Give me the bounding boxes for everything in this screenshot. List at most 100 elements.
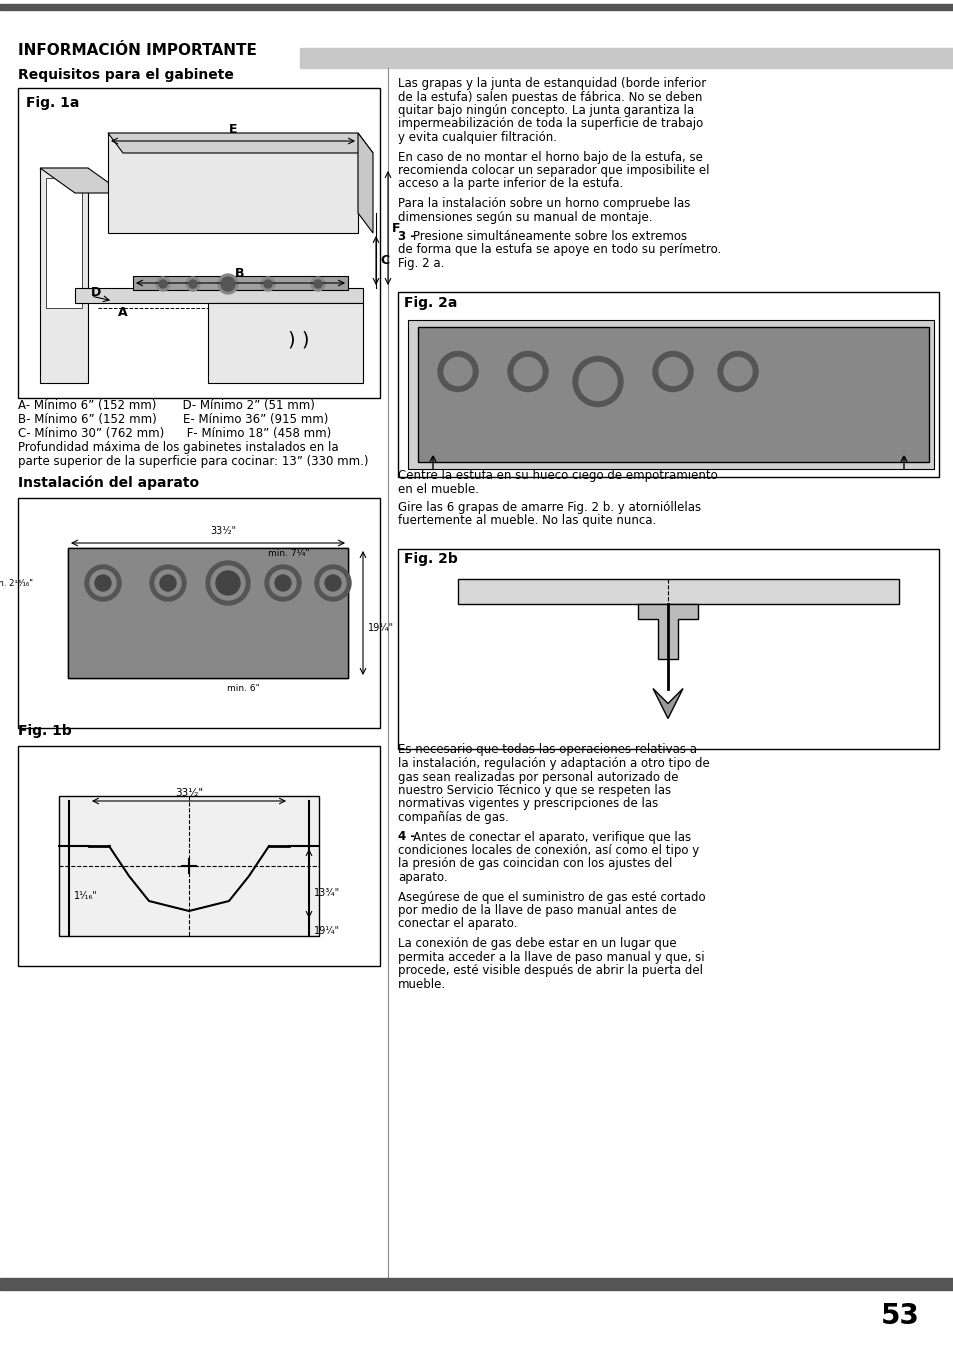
Text: min. 2¹³⁄₁₆": min. 2¹³⁄₁₆": [0, 578, 33, 588]
Circle shape: [652, 352, 692, 391]
Circle shape: [186, 278, 200, 291]
Text: Antes de conectar el aparato, verifique que las: Antes de conectar el aparato, verifique …: [397, 830, 690, 844]
Text: ) ): ) ): [288, 330, 309, 349]
Text: Centre la estufa en su hueco ciego de empotramiento: Centre la estufa en su hueco ciego de em…: [397, 470, 717, 482]
Circle shape: [514, 357, 541, 386]
Polygon shape: [59, 796, 318, 936]
Bar: [108, 133, 357, 233]
Circle shape: [325, 575, 340, 590]
Text: A: A: [118, 306, 128, 320]
Text: A- Mínimo 6” (152 mm)       D- Mínimo 2” (51 mm): A- Mínimo 6” (152 mm) D- Mínimo 2” (51 m…: [18, 399, 314, 412]
Polygon shape: [638, 604, 698, 658]
Text: C- Mínimo 30” (762 mm)      F- Mínimo 18” (458 mm): C- Mínimo 30” (762 mm) F- Mínimo 18” (45…: [18, 427, 331, 440]
Text: Presione simultáneamente sobre los extremos: Presione simultáneamente sobre los extre…: [397, 230, 686, 242]
Text: 33¹⁄₂": 33¹⁄₂": [210, 525, 235, 536]
Text: y evita cualquier filtración.: y evita cualquier filtración.: [397, 131, 557, 144]
Polygon shape: [75, 288, 363, 303]
Text: 3 -: 3 -: [397, 230, 418, 242]
Text: Fig. 2 a.: Fig. 2 a.: [397, 257, 444, 269]
Text: Fig. 1b: Fig. 1b: [18, 724, 71, 738]
Circle shape: [437, 352, 477, 391]
Text: impermeabilización de toda la superficie de trabajo: impermeabilización de toda la superficie…: [397, 118, 702, 130]
Text: Requisitos para el gabinete: Requisitos para el gabinete: [18, 68, 233, 83]
Polygon shape: [357, 133, 373, 233]
Text: 4 -: 4 -: [397, 830, 419, 844]
Text: D: D: [91, 287, 101, 299]
Text: fuertemente al mueble. No las quite nunca.: fuertemente al mueble. No las quite nunc…: [397, 515, 656, 527]
Text: recomienda colocar un separador que imposibilite el: recomienda colocar un separador que impo…: [397, 164, 709, 177]
Text: parte superior de la superficie para cocinar: 13” (330 mm.): parte superior de la superficie para coc…: [18, 455, 368, 468]
Text: de forma que la estufa se apoye en todo su perímetro.: de forma que la estufa se apoye en todo …: [397, 244, 720, 256]
Text: Fig. 2a: Fig. 2a: [403, 295, 456, 310]
Circle shape: [718, 352, 758, 391]
Text: Asegúrese de que el suministro de gas esté cortado: Asegúrese de que el suministro de gas es…: [397, 891, 705, 903]
Text: INFORMACIÓN IMPORTANTE: INFORMACIÓN IMPORTANTE: [18, 43, 256, 58]
Circle shape: [261, 278, 274, 291]
Text: conectar el aparato.: conectar el aparato.: [397, 918, 517, 930]
Text: C: C: [379, 253, 389, 267]
Circle shape: [723, 357, 751, 386]
Polygon shape: [68, 548, 348, 678]
Text: procede, esté visible después de abrir la puerta del: procede, esté visible después de abrir l…: [397, 964, 702, 978]
Circle shape: [85, 565, 121, 601]
Text: en el mueble.: en el mueble.: [397, 483, 478, 496]
Text: la presión de gas coincidan con los ajustes del: la presión de gas coincidan con los ajus…: [397, 857, 672, 871]
Text: Instalación del aparato: Instalación del aparato: [18, 475, 199, 490]
Text: gas sean realizadas por personal autorizado de: gas sean realizadas por personal autoriz…: [397, 770, 678, 784]
Circle shape: [573, 356, 622, 406]
Text: nuestro Servicio Técnico y que se respeten las: nuestro Servicio Técnico y que se respet…: [397, 784, 670, 798]
Circle shape: [221, 278, 234, 291]
Bar: [18, 88, 379, 398]
Polygon shape: [652, 688, 682, 719]
Circle shape: [218, 274, 237, 294]
Text: de la estufa) salen puestas de fábrica. No se deben: de la estufa) salen puestas de fábrica. …: [397, 91, 701, 103]
Circle shape: [90, 570, 116, 596]
Circle shape: [578, 363, 617, 401]
Text: 19¹⁄₄": 19¹⁄₄": [368, 623, 394, 634]
Polygon shape: [38, 567, 368, 699]
Circle shape: [270, 570, 295, 596]
Text: la instalación, regulación y adaptación a otro tipo de: la instalación, regulación y adaptación …: [397, 757, 709, 770]
Text: 19¹⁄₄": 19¹⁄₄": [314, 926, 340, 936]
Circle shape: [319, 570, 346, 596]
Bar: [18, 498, 379, 728]
Text: 33¹⁄₂": 33¹⁄₂": [174, 788, 203, 798]
Circle shape: [311, 278, 325, 291]
Circle shape: [159, 280, 167, 288]
Text: mueble.: mueble.: [397, 978, 446, 991]
Circle shape: [206, 561, 250, 605]
Circle shape: [507, 352, 547, 391]
Polygon shape: [40, 168, 88, 383]
Text: Fig. 1a: Fig. 1a: [26, 96, 79, 110]
Polygon shape: [108, 133, 373, 153]
Text: E: E: [229, 123, 237, 135]
Circle shape: [314, 565, 351, 601]
Text: normativas vigentes y prescripciones de las: normativas vigentes y prescripciones de …: [397, 798, 658, 811]
Bar: [397, 548, 938, 749]
Circle shape: [156, 278, 170, 291]
Bar: [0, 1278, 953, 1290]
Polygon shape: [40, 168, 123, 194]
Text: aparato.: aparato.: [397, 871, 447, 884]
Text: Las grapas y la junta de estanquidad (borde inferior: Las grapas y la junta de estanquidad (bo…: [397, 77, 705, 89]
Text: condiciones locales de conexión, así como el tipo y: condiciones locales de conexión, así com…: [397, 844, 699, 857]
Text: Profundidad máxima de los gabinetes instalados en la: Profundidad máxima de los gabinetes inst…: [18, 441, 338, 454]
Bar: [0, 4, 953, 9]
Text: acceso a la parte inferior de la estufa.: acceso a la parte inferior de la estufa.: [397, 177, 622, 191]
Text: dimensiones según su manual de montaje.: dimensiones según su manual de montaje.: [397, 210, 652, 223]
Bar: [457, 578, 898, 604]
Text: Fig. 2b: Fig. 2b: [403, 552, 457, 566]
Text: min. 7¹⁄₄": min. 7¹⁄₄": [268, 548, 309, 558]
Text: En caso de no montar el horno bajo de la estufa, se: En caso de no montar el horno bajo de la…: [397, 150, 702, 164]
Text: B: B: [235, 267, 245, 280]
Text: B- Mínimo 6” (152 mm)       E- Mínimo 36” (915 mm): B- Mínimo 6” (152 mm) E- Mínimo 36” (915…: [18, 413, 328, 427]
Text: Gire las 6 grapas de amarre Fig. 2 b. y atornióllelas: Gire las 6 grapas de amarre Fig. 2 b. y …: [397, 501, 700, 513]
Polygon shape: [408, 320, 933, 468]
Text: 1¹⁄₁₆": 1¹⁄₁₆": [74, 891, 98, 900]
Circle shape: [215, 571, 240, 594]
Polygon shape: [132, 276, 348, 290]
Bar: [397, 291, 938, 477]
Text: F: F: [392, 222, 400, 234]
Text: 13³⁄₄": 13³⁄₄": [314, 888, 340, 898]
Circle shape: [211, 566, 245, 600]
